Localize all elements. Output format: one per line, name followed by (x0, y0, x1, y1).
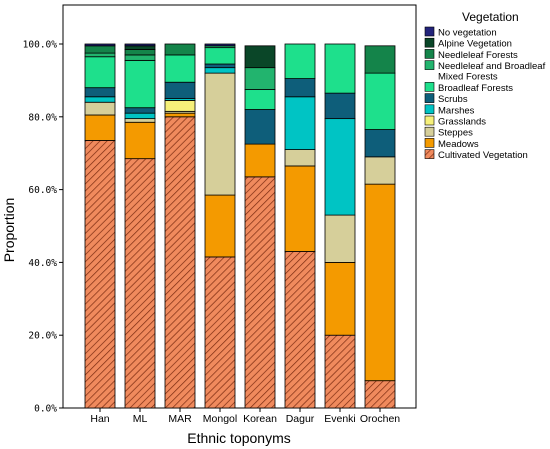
bar-segment (124, 121, 156, 160)
bar-segment (124, 158, 156, 409)
bar-segment (364, 156, 396, 185)
y-tick-label: 100.0% (23, 40, 58, 51)
bar-segment (204, 72, 236, 196)
bar-segment (204, 256, 236, 409)
x-tick-label: Dagur (286, 413, 315, 425)
bar-segment (364, 129, 396, 158)
legend-swatch (424, 104, 435, 115)
y-tick-label: 60.0% (28, 185, 57, 196)
bar-segment (204, 67, 236, 74)
bar-segment (124, 107, 156, 114)
bar-segment (284, 96, 316, 150)
bar-segment (84, 101, 116, 116)
bar-segment (324, 214, 356, 263)
bar-segment (204, 63, 236, 69)
bar-segment (84, 140, 116, 409)
legend-label: Marshes (438, 105, 475, 116)
bar-segment (84, 52, 116, 58)
bar-segment (244, 45, 276, 69)
x-tick-label: MAR (168, 413, 192, 425)
legend-swatch (424, 149, 435, 159)
y-axis-label: Proportion (1, 198, 17, 263)
bar-segment (124, 49, 156, 56)
bar-segment (84, 45, 116, 54)
bar-segment (84, 56, 116, 89)
legend-label: Cultivated Vegetation (438, 150, 528, 161)
bar-segment (284, 78, 316, 98)
bar-segment (84, 96, 116, 103)
bar-segment (204, 43, 236, 47)
legend-swatch (424, 82, 435, 92)
legend-swatch (424, 37, 435, 48)
legend-label: Broadleaf Forests (438, 83, 513, 94)
bar-segment (324, 92, 356, 120)
bar-segment (364, 380, 396, 409)
y-tick-label: 40.0% (28, 258, 57, 269)
x-tick-label: Mongol (203, 413, 237, 425)
legend-swatch (424, 60, 435, 70)
bar-segment (204, 47, 236, 65)
bar-segment (244, 89, 276, 110)
bar-segment (244, 109, 276, 145)
bar-segment (324, 334, 356, 409)
bar-segment (244, 176, 276, 409)
legend-label: Scrubs (438, 94, 468, 105)
bar-segment (164, 54, 196, 83)
bar-segment (324, 261, 356, 336)
x-tick-label: Korean (243, 413, 277, 425)
legend-label: Meadows (438, 139, 479, 150)
bar-segment (284, 165, 316, 252)
bar-segment (284, 251, 316, 409)
bar-segment (84, 87, 116, 98)
legend-swatch (424, 115, 435, 126)
bar-segment (124, 45, 156, 50)
bar-segment (164, 81, 196, 100)
bar-segment (124, 112, 156, 120)
bar-segment (124, 118, 156, 123)
bar-segment (324, 118, 356, 216)
bar-segment (164, 112, 196, 118)
legend-label: Alpine Vegetation (438, 39, 512, 50)
x-tick-label: Orochen (360, 413, 400, 425)
plot-area (62, 4, 417, 409)
x-axis-label: Ethnic toponyms (187, 430, 291, 446)
bar-segment (164, 43, 196, 56)
legend-swatch (424, 93, 435, 103)
bar-segment (124, 54, 156, 61)
legend-swatch (424, 26, 435, 37)
bar-segment (84, 43, 116, 47)
legend-label: No vegetation (438, 28, 497, 39)
bar-segment (364, 183, 396, 382)
y-tick-label: 20.0% (28, 331, 57, 342)
bar-segment (124, 59, 156, 109)
bar-segment (284, 149, 316, 167)
bar-segment (124, 43, 156, 47)
legend-label: Grasslands (438, 117, 486, 128)
legend-title: Vegetation (462, 10, 519, 24)
legend-label: Needleleaf and Broadleaf Mixed Forests (438, 61, 546, 83)
y-tick-label: 0.0% (34, 404, 57, 415)
x-tick-label: Evenki (324, 413, 356, 425)
bar-segment (324, 43, 356, 94)
bar-segment (164, 100, 196, 112)
bar-segment (364, 72, 396, 130)
legend-swatch (424, 138, 435, 148)
legend-label: Needleleaf Forests (438, 50, 518, 61)
legend-label: Steppes (438, 128, 473, 139)
x-tick-label: ML (133, 413, 148, 425)
x-tick-label: Han (90, 413, 109, 425)
bar-segment (244, 67, 276, 90)
bar-segment (84, 114, 116, 141)
legend-swatch (424, 49, 435, 59)
bar-segment (364, 45, 396, 74)
bar-segment (204, 194, 236, 258)
bar-segment (284, 43, 316, 79)
bar-segment (244, 143, 276, 178)
bar-segment (164, 116, 196, 409)
legend-swatch (424, 126, 435, 137)
y-tick-label: 80.0% (28, 112, 57, 123)
